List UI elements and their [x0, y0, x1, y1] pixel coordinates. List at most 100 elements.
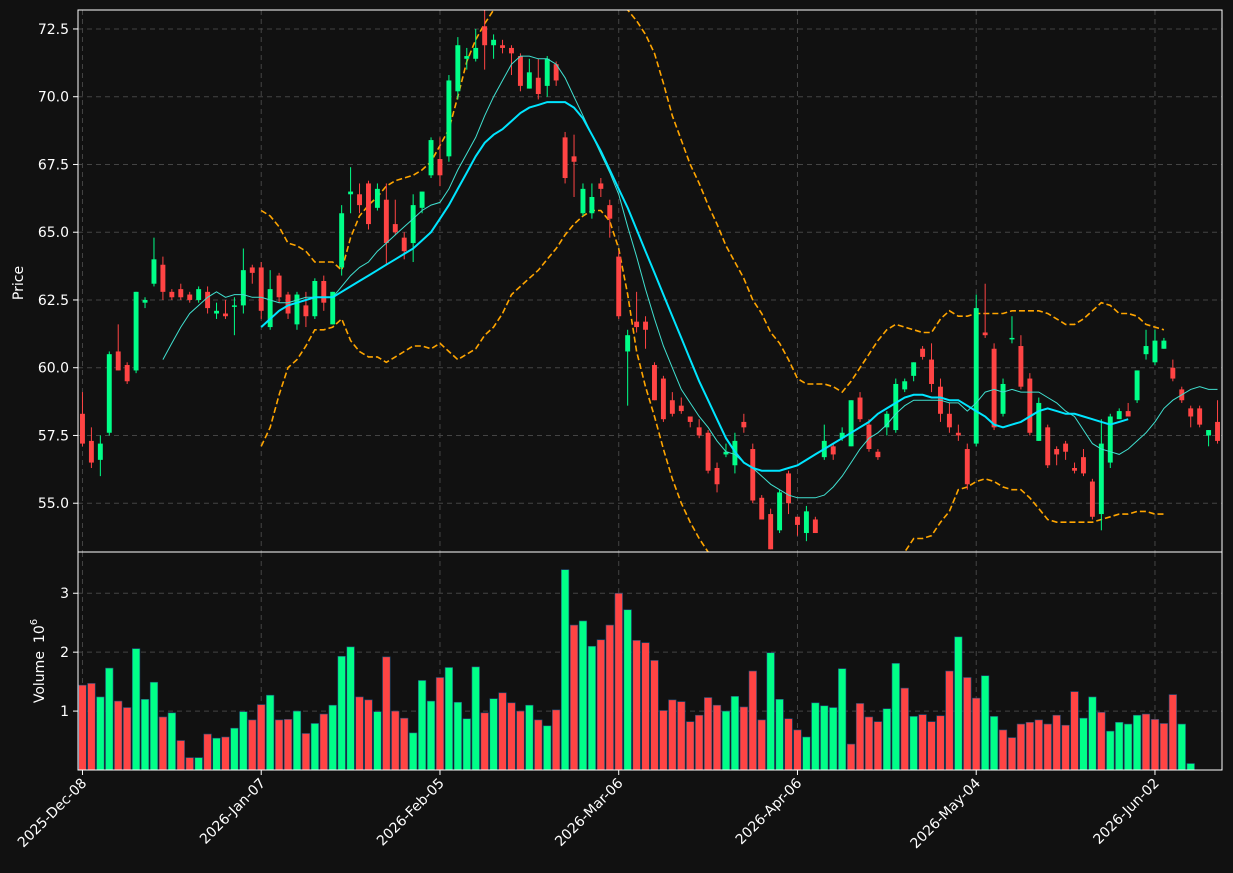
candle-body: [982, 332, 988, 336]
candle: [339, 205, 345, 276]
candle-body: [714, 467, 720, 485]
candle-body: [884, 413, 890, 428]
volume-bar: [1141, 713, 1151, 771]
volume-bar: [703, 697, 713, 771]
volume-bar: [838, 668, 847, 771]
volume-bar: [149, 681, 159, 771]
candle-body: [133, 291, 139, 371]
price-tick-label: 62.5: [38, 293, 69, 309]
candle-body: [1027, 378, 1033, 433]
volume-bar: [650, 660, 659, 771]
candle: [1197, 405, 1203, 428]
volume-bar: [391, 710, 400, 771]
candle: [562, 131, 568, 184]
candle-body: [312, 281, 318, 317]
candle-body: [705, 432, 711, 471]
volume-bar: [167, 712, 176, 771]
candle-body: [803, 511, 809, 534]
candle-body: [464, 56, 470, 59]
candle: [964, 443, 970, 490]
volume-bar: [614, 592, 623, 771]
candle: [625, 329, 631, 406]
volume-bar: [1150, 719, 1160, 771]
volume-bar: [1034, 719, 1043, 771]
candle-body: [1107, 416, 1113, 463]
candle: [312, 278, 318, 319]
candle-body: [669, 400, 675, 414]
candle: [491, 34, 497, 59]
candle: [187, 291, 193, 303]
candle: [464, 47, 470, 70]
candle: [669, 392, 675, 417]
volume-bar: [525, 704, 534, 771]
candle-body: [857, 397, 863, 420]
volume-bar: [927, 721, 936, 771]
volume-bar: [87, 683, 96, 771]
volume-bar: [1177, 723, 1186, 771]
candle-body: [955, 432, 961, 436]
candle-body: [1036, 402, 1042, 441]
candle-body: [1206, 430, 1212, 436]
candle: [535, 58, 541, 100]
volume-bar: [123, 707, 132, 771]
candle: [634, 291, 640, 333]
candle-body: [115, 351, 121, 371]
candle-body: [267, 289, 273, 328]
candle-body: [205, 291, 211, 309]
volume-bar: [140, 698, 150, 771]
candle: [875, 449, 881, 460]
candle-body: [777, 492, 783, 531]
candle: [714, 462, 720, 493]
candle: [1125, 402, 1131, 417]
volume-bar: [882, 708, 891, 771]
candle: [660, 375, 666, 422]
candle: [696, 419, 702, 439]
candle: [526, 58, 532, 89]
candle-body: [446, 80, 452, 157]
volume-bar: [1070, 691, 1079, 771]
candle: [115, 324, 121, 371]
candle-body: [392, 224, 398, 233]
volume-axis-label: Volume 106: [29, 619, 48, 703]
volume-bar: [954, 636, 963, 771]
candle: [643, 316, 648, 349]
candle-body: [759, 497, 765, 520]
volume-bar: [212, 737, 221, 771]
volume-bar: [829, 707, 838, 771]
candle-body: [795, 516, 800, 525]
candle-body: [330, 291, 336, 325]
volume-bar: [981, 675, 990, 771]
volume-bar: [382, 656, 391, 771]
candle: [1206, 430, 1212, 447]
candle: [1027, 373, 1033, 436]
volume-bar: [989, 716, 999, 771]
candle: [955, 424, 961, 441]
candle-body: [616, 256, 622, 317]
candle: [723, 443, 729, 458]
candle-body: [473, 47, 479, 59]
volume-bar: [695, 714, 704, 771]
volume-bar: [873, 721, 883, 771]
price-axis-label: Price: [11, 266, 27, 300]
candle: [97, 435, 103, 477]
candle: [392, 199, 398, 235]
volume-bar: [820, 705, 829, 771]
volume-bar: [677, 701, 686, 771]
volume-bar: [1115, 721, 1124, 771]
candle-body: [357, 194, 362, 206]
volume-bar: [194, 757, 203, 771]
candle-body: [348, 191, 354, 195]
volume-bar: [900, 687, 909, 771]
candle: [374, 183, 380, 211]
candle: [946, 402, 952, 433]
volume-bar: [534, 719, 543, 771]
volume-bar: [784, 718, 793, 771]
candle-body: [1063, 443, 1069, 452]
candle-body: [848, 400, 854, 447]
candle-body: [1098, 443, 1104, 515]
candle-body: [223, 313, 228, 317]
volume-bar: [507, 702, 516, 771]
volume-axis-label-name: Volume: [32, 651, 48, 703]
candle-body: [294, 294, 300, 325]
candle-body: [625, 335, 631, 352]
